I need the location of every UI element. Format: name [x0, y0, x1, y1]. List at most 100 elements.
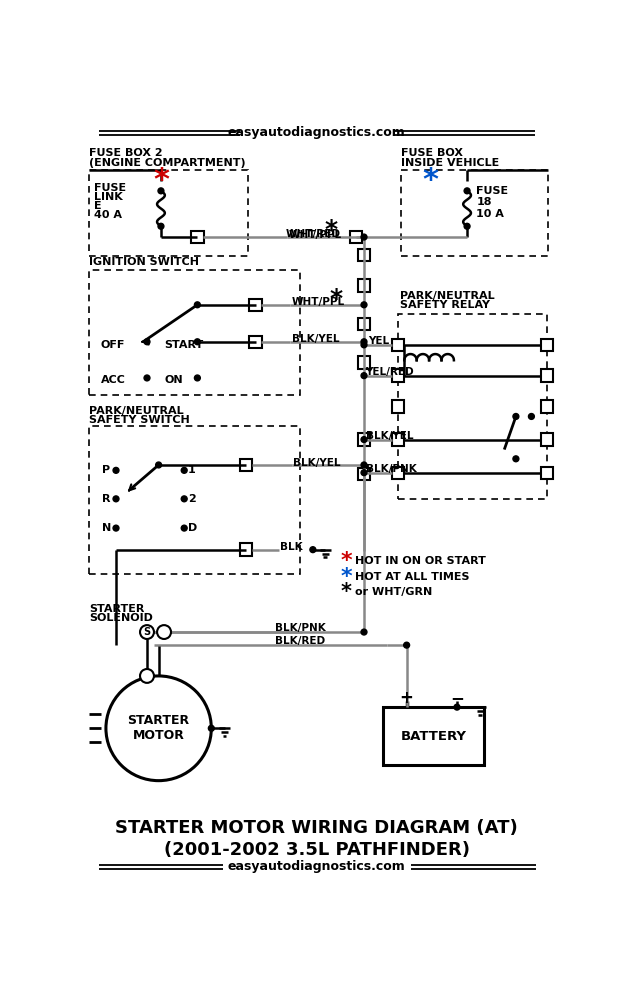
- Circle shape: [464, 188, 470, 194]
- Text: *: *: [329, 287, 342, 311]
- Circle shape: [361, 470, 367, 476]
- Text: BLK/YEL: BLK/YEL: [366, 431, 413, 441]
- Text: FUSE: FUSE: [476, 186, 509, 196]
- Text: *: *: [341, 551, 352, 571]
- Text: easyautodiagnostics.com: easyautodiagnostics.com: [228, 126, 405, 139]
- Bar: [358, 279, 370, 292]
- Text: WHT/PPL: WHT/PPL: [289, 230, 342, 240]
- Circle shape: [158, 223, 164, 229]
- Text: 10 A: 10 A: [476, 209, 504, 219]
- Bar: [541, 466, 553, 479]
- Text: BLK/RED: BLK/RED: [275, 636, 325, 646]
- Text: IGNITION SWITCH: IGNITION SWITCH: [89, 257, 199, 267]
- Text: FUSE BOX 2: FUSE BOX 2: [89, 148, 163, 158]
- Text: BLK/YEL: BLK/YEL: [292, 334, 339, 344]
- Text: *: *: [341, 567, 352, 587]
- Bar: [541, 369, 553, 382]
- Bar: [541, 433, 553, 446]
- Circle shape: [195, 339, 200, 345]
- Circle shape: [195, 375, 200, 381]
- Text: BLK/YEL: BLK/YEL: [293, 458, 340, 468]
- Text: STARTER MOTOR WIRING DIAGRAM (AT): STARTER MOTOR WIRING DIAGRAM (AT): [116, 819, 518, 837]
- Text: SOLENOID: SOLENOID: [89, 613, 153, 623]
- Bar: [249, 336, 261, 348]
- Text: YEL: YEL: [368, 336, 389, 346]
- Text: *: *: [341, 582, 352, 602]
- Circle shape: [361, 437, 367, 442]
- Text: *: *: [422, 166, 438, 195]
- Bar: [240, 544, 252, 556]
- Bar: [392, 369, 404, 382]
- Bar: [358, 318, 370, 330]
- Text: *: *: [325, 218, 338, 242]
- Circle shape: [513, 456, 519, 462]
- Text: STARTER: STARTER: [89, 604, 144, 614]
- Text: (2001-2002 3.5L PATHFINDER): (2001-2002 3.5L PATHFINDER): [164, 841, 470, 859]
- Text: 2: 2: [188, 494, 196, 504]
- Circle shape: [157, 625, 171, 639]
- Text: −: −: [450, 689, 464, 707]
- Text: HOT AT ALL TIMES: HOT AT ALL TIMES: [355, 572, 469, 582]
- Circle shape: [361, 302, 367, 308]
- Text: PARK/NEUTRAL: PARK/NEUTRAL: [400, 291, 494, 301]
- Circle shape: [513, 414, 519, 419]
- Text: or WHT/GRN: or WHT/GRN: [355, 587, 432, 597]
- Bar: [358, 249, 370, 261]
- Text: PARK/NEUTRAL: PARK/NEUTRAL: [89, 406, 184, 416]
- Circle shape: [181, 467, 187, 473]
- Text: BLK/PNK: BLK/PNK: [366, 464, 417, 474]
- Bar: [392, 339, 404, 351]
- Text: 1: 1: [188, 465, 196, 475]
- Text: ACC: ACC: [101, 375, 125, 385]
- Bar: [240, 459, 252, 471]
- Text: HOT IN ON OR START: HOT IN ON OR START: [355, 556, 486, 566]
- Bar: [392, 466, 404, 479]
- Text: BLK/PNK: BLK/PNK: [275, 623, 326, 633]
- Bar: [392, 400, 404, 413]
- Circle shape: [404, 642, 410, 648]
- Bar: [401, 170, 548, 256]
- Text: N: N: [102, 523, 111, 533]
- Circle shape: [144, 375, 150, 381]
- Circle shape: [158, 188, 164, 194]
- Circle shape: [310, 547, 316, 553]
- Text: 40 A: 40 A: [95, 210, 122, 220]
- Circle shape: [140, 669, 154, 683]
- Circle shape: [156, 462, 161, 468]
- Circle shape: [113, 496, 119, 502]
- Text: R: R: [102, 494, 111, 504]
- Circle shape: [140, 625, 154, 639]
- Bar: [350, 231, 362, 243]
- Text: (ENGINE COMPARTMENT): (ENGINE COMPARTMENT): [89, 158, 245, 168]
- Circle shape: [181, 496, 187, 502]
- Circle shape: [113, 467, 119, 473]
- Circle shape: [454, 704, 460, 710]
- Bar: [358, 468, 370, 480]
- Text: SAFETY SWITCH: SAFETY SWITCH: [89, 415, 190, 425]
- Text: ON: ON: [164, 375, 183, 385]
- Bar: [383, 707, 484, 765]
- Text: LINK: LINK: [95, 192, 123, 202]
- Text: START: START: [164, 340, 203, 350]
- Text: WHT/PPL: WHT/PPL: [292, 297, 345, 307]
- Text: OFF: OFF: [101, 340, 125, 350]
- Circle shape: [361, 339, 367, 345]
- Text: WHT/RED: WHT/RED: [286, 229, 341, 239]
- Circle shape: [361, 629, 367, 635]
- Text: +: +: [400, 689, 413, 707]
- Text: *: *: [153, 166, 169, 195]
- Circle shape: [195, 302, 200, 308]
- Bar: [191, 231, 203, 243]
- Text: SAFETY RELAY: SAFETY RELAY: [400, 300, 489, 310]
- Text: BLK: BLK: [279, 542, 302, 552]
- Bar: [541, 339, 553, 351]
- Text: D: D: [188, 523, 197, 533]
- Circle shape: [181, 525, 187, 531]
- Bar: [358, 356, 370, 369]
- Text: 18: 18: [476, 197, 492, 207]
- Text: FUSE BOX: FUSE BOX: [401, 148, 464, 158]
- Circle shape: [106, 676, 211, 781]
- Bar: [392, 433, 404, 446]
- Bar: [89, 170, 248, 256]
- Text: P: P: [102, 465, 110, 475]
